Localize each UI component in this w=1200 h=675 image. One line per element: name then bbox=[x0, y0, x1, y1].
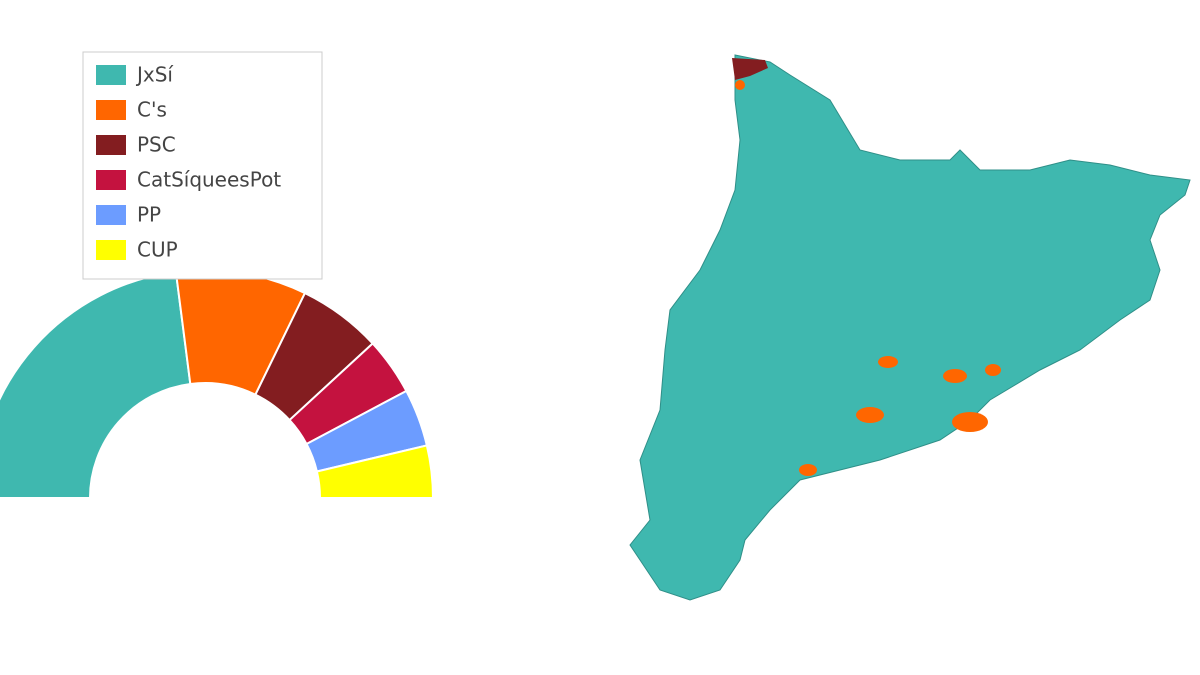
legend-label: CatSíqueesPot bbox=[137, 168, 281, 192]
legend: JxSí C's PSC CatSíqueesPot PP CUP bbox=[82, 51, 323, 280]
map-region bbox=[735, 80, 745, 90]
map-region bbox=[732, 58, 768, 80]
map-region bbox=[799, 464, 817, 476]
legend-swatch bbox=[96, 135, 126, 155]
map-region bbox=[629, 54, 1191, 601]
map-region bbox=[952, 412, 988, 432]
legend-label: C's bbox=[137, 98, 167, 122]
legend-items: JxSí C's PSC CatSíqueesPot PP CUP bbox=[96, 63, 281, 262]
legend-swatch bbox=[96, 240, 126, 260]
donut-slice bbox=[315, 444, 435, 499]
legend-swatch bbox=[96, 100, 126, 120]
legend-swatch bbox=[96, 205, 126, 225]
legend-swatch bbox=[96, 170, 126, 190]
map-region bbox=[856, 407, 884, 423]
legend-label: PP bbox=[137, 203, 161, 227]
donut bbox=[0, 269, 435, 499]
legend-label: PSC bbox=[137, 133, 176, 157]
map-region bbox=[878, 356, 898, 368]
map-region bbox=[985, 364, 1001, 376]
map-region bbox=[943, 369, 967, 383]
legend-label: JxSí bbox=[135, 63, 174, 87]
legend-label: CUP bbox=[137, 238, 178, 262]
donut-slice bbox=[0, 270, 192, 499]
legend-swatch bbox=[96, 65, 126, 85]
map bbox=[629, 54, 1191, 601]
